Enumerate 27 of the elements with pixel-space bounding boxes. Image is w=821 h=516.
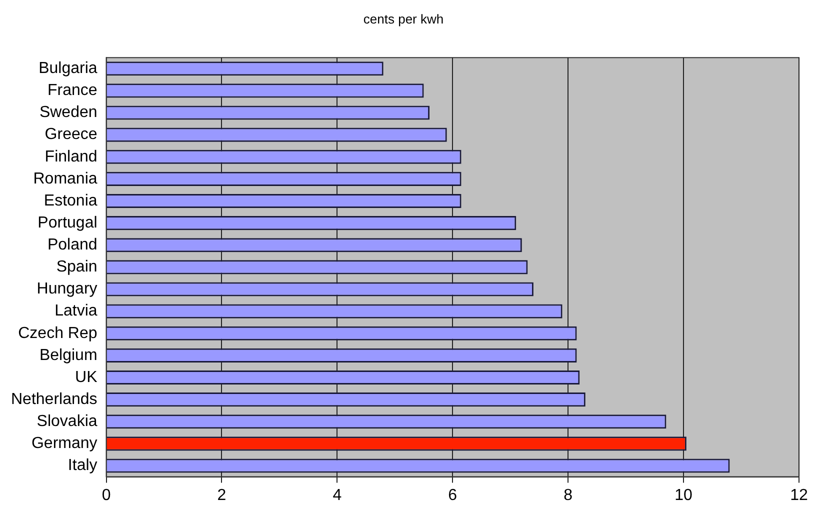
y-tick-label: Belgium [39, 346, 98, 364]
y-tick-label: France [47, 82, 98, 100]
y-tick-label: Portugal [38, 214, 98, 232]
y-tick-label: Hungary [36, 280, 98, 298]
y-tick-label: Sweden [39, 104, 98, 122]
x-tick-label: 4 [332, 486, 342, 504]
y-tick-label: Spain [56, 258, 98, 276]
y-tick-label: Finland [44, 148, 98, 166]
x-tick-label: 6 [448, 486, 458, 504]
x-tick-label: 2 [217, 486, 226, 504]
y-tick-label: Germany [31, 435, 98, 452]
y-tick-label: Czech Rep [18, 324, 98, 342]
y-tick-label: Netherlands [10, 390, 98, 408]
y-tick-label: UK [75, 368, 98, 386]
x-tick-label: 0 [102, 486, 111, 504]
y-tick-label: Poland [47, 236, 98, 254]
x-tick-label: 10 [674, 486, 693, 504]
y-tick-label: Romania [33, 170, 98, 188]
chart-title: cents per kwh [363, 11, 444, 26]
x-tick-label: 12 [790, 486, 808, 504]
y-tick-label: Greece [44, 126, 98, 144]
x-tick-label: 8 [564, 486, 573, 504]
y-tick-label: Bulgaria [38, 60, 98, 78]
y-tick-label: Latvia [54, 302, 98, 320]
y-tick-label: Slovakia [36, 413, 98, 430]
y-tick-label: Italy [68, 457, 98, 474]
y-tick-label: Estonia [44, 192, 98, 210]
